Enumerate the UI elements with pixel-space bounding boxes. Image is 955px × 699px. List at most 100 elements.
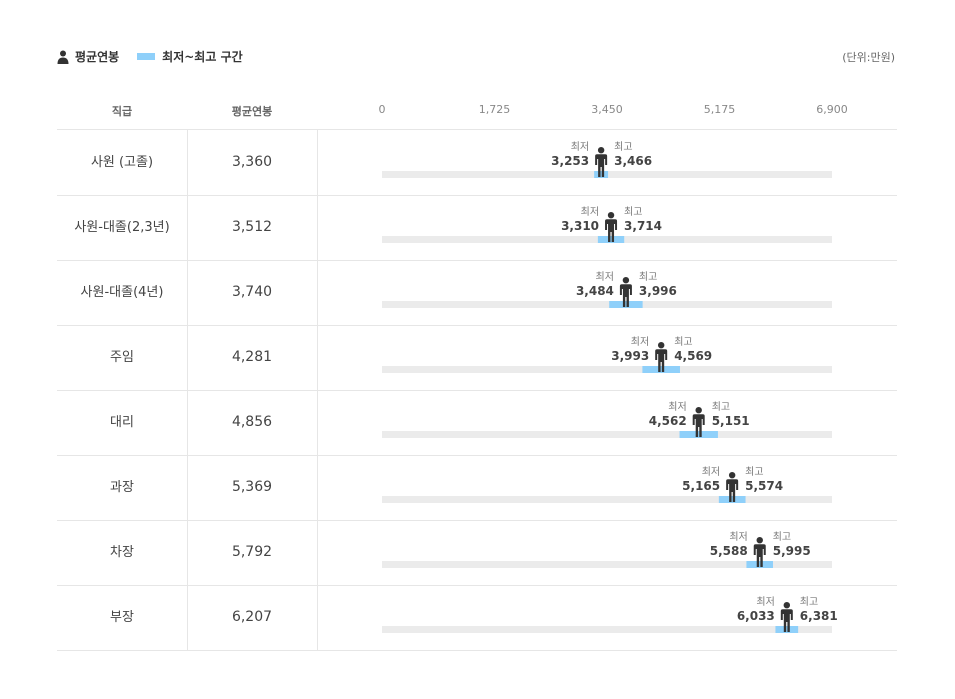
- min-value: 5,165: [682, 479, 720, 493]
- person-icon: [753, 537, 766, 567]
- min-label: 최저: [756, 596, 774, 608]
- max-label: 최고: [800, 596, 818, 608]
- min-max-range-bar: [642, 366, 680, 373]
- table-row: 차장 5,792 최저 5,588 최고 5,995: [57, 520, 897, 586]
- salary-range-plot: 최저5,588 최고5,995: [382, 531, 832, 568]
- salary-range-plot: 최저3,484 최고3,996: [382, 271, 832, 308]
- min-value: 3,310: [561, 219, 599, 233]
- min-label: 최저: [581, 206, 599, 218]
- min-max-range-bar: [718, 496, 746, 503]
- avg-salary-cell: 5,369: [187, 455, 318, 520]
- max-label: 최고: [745, 466, 763, 478]
- salary-range-plot: 최저4,562 최고5,151: [382, 401, 832, 438]
- person-icon: [726, 472, 739, 502]
- range-track: [382, 301, 832, 308]
- table-header: 직급 평균연봉 0 1,725 3,450 5,175 6,900: [57, 95, 897, 130]
- range-track: [382, 626, 832, 633]
- grade-cell: 사원 (고졸): [57, 130, 188, 195]
- legend-avg-label: 평균연봉: [75, 50, 120, 64]
- person-icon: [605, 212, 618, 242]
- table-row: 과장 5,369 최저 5,165 최고 5,574: [57, 455, 897, 521]
- max-value: 3,466: [614, 154, 652, 168]
- person-icon: [619, 277, 632, 307]
- grade-cell: 부장: [57, 585, 188, 650]
- min-value: 4,562: [649, 414, 687, 428]
- salary-range-plot: 최저3,310 최고3,714: [382, 206, 832, 243]
- range-track: [382, 561, 832, 568]
- x-tick-label: 0: [378, 103, 386, 116]
- max-label: 최고: [639, 271, 657, 283]
- avg-salary-cell: 4,281: [187, 325, 318, 390]
- max-label: 최고: [614, 141, 632, 153]
- header-avg: 평균연봉: [231, 105, 273, 118]
- table-row: 사원-대졸(4년) 3,740 최저 3,484 최고 3,996: [57, 260, 897, 326]
- max-label: 최고: [674, 336, 692, 348]
- legend-range-label: 최저~최고 구간: [162, 50, 243, 64]
- max-value: 4,569: [674, 349, 712, 363]
- grade-cell: 주임: [57, 325, 188, 390]
- min-value: 3,253: [551, 154, 589, 168]
- min-max-range-bar: [775, 626, 799, 633]
- table-row: 사원 (고졸) 3,360 최저 3,253 최고 3,466: [57, 130, 897, 196]
- header-grade: 직급: [111, 105, 133, 118]
- table-row: 주임 4,281 최저 3,993 최고 4,569: [57, 325, 897, 391]
- person-icon: [655, 342, 668, 372]
- grade-cell: 차장: [57, 520, 188, 585]
- salary-range-plot: 최저3,253 최고3,466: [382, 141, 832, 178]
- table-row: 부장 6,207 최저 6,033 최고 6,381: [57, 585, 897, 651]
- person-icon: [780, 602, 793, 632]
- max-value: 5,995: [773, 544, 811, 558]
- max-value: 3,714: [624, 219, 662, 233]
- max-value: 5,574: [745, 479, 783, 493]
- grade-cell: 대리: [57, 390, 188, 455]
- max-label: 최고: [624, 206, 642, 218]
- x-tick-label: 3,450: [591, 103, 623, 116]
- salary-range-plot: 최저3,993 최고4,569: [382, 336, 832, 373]
- legend: 평균연봉 최저~최고 구간: [57, 48, 243, 65]
- grade-cell: 과장: [57, 455, 188, 520]
- min-label: 최저: [596, 271, 614, 283]
- min-max-range-bar: [746, 561, 773, 568]
- person-icon: [692, 407, 705, 437]
- grade-cell: 사원-대졸(2,3년): [57, 195, 188, 260]
- table-row: 대리 4,856 최저 4,562 최고 5,151: [57, 390, 897, 456]
- min-max-range-bar: [594, 171, 609, 178]
- range-track: [382, 366, 832, 373]
- max-label: 최고: [712, 401, 730, 413]
- table-row: 사원-대졸(2,3년) 3,512 최저 3,310 최고 3,714: [57, 195, 897, 261]
- x-tick-label: 1,725: [478, 103, 511, 116]
- person-icon: [595, 147, 608, 177]
- max-value: 6,381: [800, 609, 838, 623]
- avg-salary-cell: 6,207: [187, 585, 318, 650]
- min-label: 최저: [668, 401, 686, 413]
- avg-salary-cell: 3,740: [187, 260, 318, 325]
- x-tick-label: 6,900: [816, 103, 848, 116]
- person-icon: [57, 50, 69, 64]
- min-label: 최저: [631, 336, 649, 348]
- range-track: [382, 431, 832, 438]
- avg-salary-cell: 3,512: [187, 195, 318, 260]
- min-value: 3,484: [576, 284, 614, 298]
- min-max-range-bar: [679, 431, 718, 438]
- max-value: 5,151: [712, 414, 750, 428]
- legend-range-swatch: [137, 53, 156, 60]
- salary-range-plot: 최저5,165 최고5,574: [382, 466, 832, 503]
- avg-salary-cell: 5,792: [187, 520, 318, 585]
- max-value: 3,996: [639, 284, 677, 298]
- min-value: 6,033: [737, 609, 775, 623]
- min-value: 5,588: [710, 544, 748, 558]
- unit-label: (단위:만원): [842, 51, 895, 64]
- min-label: 최저: [571, 141, 589, 153]
- min-value: 3,993: [611, 349, 649, 363]
- avg-salary-cell: 3,360: [187, 130, 318, 195]
- salary-range-plot: 최저6,033 최고6,381: [382, 596, 838, 633]
- max-label: 최고: [773, 531, 791, 543]
- min-label: 최저: [729, 531, 747, 543]
- min-max-range-bar: [609, 301, 643, 308]
- min-label: 최저: [702, 466, 720, 478]
- range-track: [382, 496, 832, 503]
- min-max-range-bar: [597, 236, 625, 243]
- avg-salary-cell: 4,856: [187, 390, 318, 455]
- x-tick-label: 5,175: [703, 103, 736, 116]
- grade-cell: 사원-대졸(4년): [57, 260, 188, 325]
